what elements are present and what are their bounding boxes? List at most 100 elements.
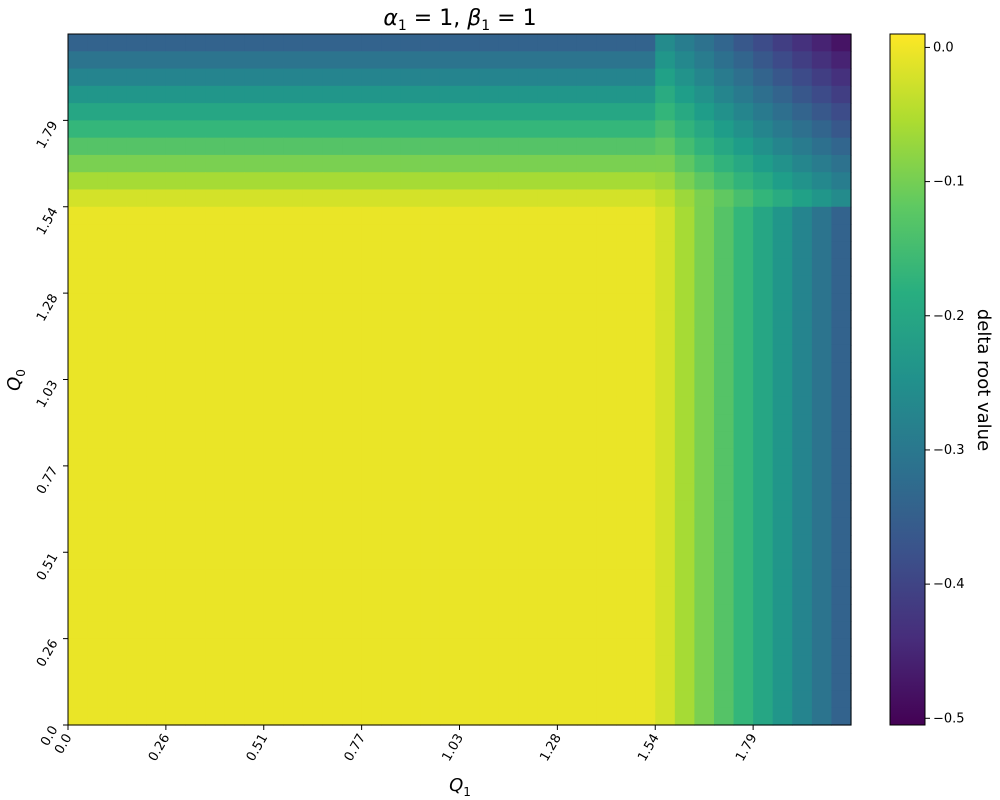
heatmap-cell [479,518,499,536]
heatmap-cell [68,708,88,726]
heatmap-cell [166,518,186,536]
heatmap-cell [127,518,147,536]
heatmap-cell [479,570,499,588]
heatmap-cell [538,69,558,87]
heatmap-cell [88,34,108,52]
heatmap-cell [773,449,793,467]
heatmap-cell [597,673,617,691]
heatmap-cell [127,708,147,726]
heatmap-cell [557,449,577,467]
heatmap-cell [518,587,538,605]
heatmap-cell [734,397,754,415]
heatmap-cell [831,518,851,536]
heatmap-cell [518,120,538,138]
heatmap-cell [675,466,695,484]
heatmap-cell [636,414,656,432]
heatmap-cell [283,500,303,518]
heatmap-cell [479,103,499,121]
heatmap-cell [68,639,88,657]
heatmap-cell [68,155,88,173]
heatmap-cell [499,293,519,311]
heatmap-cell [734,483,754,501]
heatmap-cell [655,604,675,622]
heatmap-cell [460,189,480,207]
heatmap-cell [694,103,714,121]
heatmap-cell [225,86,245,104]
heatmap-cell [381,397,401,415]
heatmap-cell [577,621,597,639]
heatmap-cell [616,103,636,121]
heatmap-cell [107,656,127,674]
heatmap-cell [597,224,617,242]
heatmap-cell [264,310,284,328]
heatmap-cell [440,328,460,346]
heatmap-cell [127,604,147,622]
heatmap-cell [264,673,284,691]
heatmap-cell [694,241,714,259]
heatmap-cell [205,207,225,225]
heatmap-cell [675,483,695,501]
heatmap-cell [675,587,695,605]
heatmap-cell [753,397,773,415]
heatmap-cell [420,120,440,138]
heatmap-cell [499,69,519,87]
heatmap-cell [244,293,264,311]
heatmap-cell [499,34,519,52]
heatmap-cell [694,328,714,346]
heatmap-cell [185,552,205,570]
heatmap-cell [792,673,812,691]
heatmap-cell [831,552,851,570]
heatmap-cell [675,604,695,622]
heatmap-cell [362,138,382,156]
heatmap-cell [636,69,656,87]
heatmap-cell [714,500,734,518]
heatmap-cell [107,431,127,449]
heatmap-cell [185,621,205,639]
heatmap-cell [792,621,812,639]
heatmap-cell [538,708,558,726]
heatmap-cell [303,241,323,259]
heatmap-cell [714,51,734,69]
heatmap-cell [420,535,440,553]
heatmap-cell [401,414,421,432]
heatmap-cell [460,138,480,156]
heatmap-cell [753,380,773,398]
heatmap-cell [675,310,695,328]
heatmap-cell [283,241,303,259]
heatmap-cell [518,34,538,52]
y-tick-label: 0.26 [34,637,61,670]
heatmap-cell [88,380,108,398]
heatmap-cell [557,120,577,138]
heatmap-cell [342,362,362,380]
heatmap-cell [264,345,284,363]
heatmap-cell [655,310,675,328]
heatmap-cell [303,86,323,104]
heatmap-cell [636,449,656,467]
heatmap-cell [831,293,851,311]
heatmap-cell [127,431,147,449]
heatmap-cell [185,431,205,449]
heatmap-cell [734,120,754,138]
heatmap-cell [127,362,147,380]
heatmap-cell [460,431,480,449]
heatmap-cell [460,86,480,104]
heatmap-cell [107,276,127,294]
heatmap-cell [557,51,577,69]
heatmap-cell [616,189,636,207]
heatmap-cell [264,604,284,622]
heatmap-cell [166,466,186,484]
heatmap-cell [616,431,636,449]
heatmap-cell [420,587,440,605]
heatmap-cell [460,397,480,415]
heatmap-cell [518,380,538,398]
heatmap-cell [303,500,323,518]
heatmap-cell [694,397,714,415]
heatmap-cell [127,241,147,259]
heatmap-cell [597,120,617,138]
heatmap-cell [88,259,108,277]
heatmap-cell [107,552,127,570]
heatmap-cell [322,587,342,605]
heatmap-cell [127,673,147,691]
heatmap-cell [753,570,773,588]
